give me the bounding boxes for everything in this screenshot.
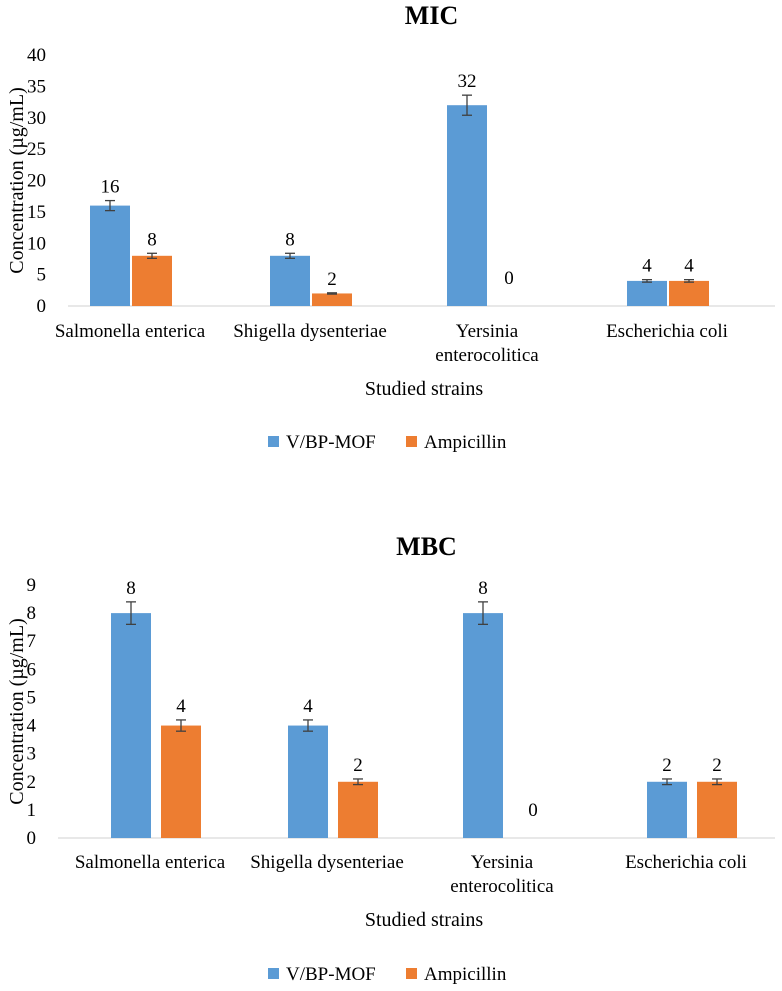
bar-ampicillin — [132, 255, 172, 306]
y-tick-label: 1 — [27, 800, 37, 821]
data-label: 0 — [504, 268, 514, 289]
data-label: 4 — [176, 696, 186, 717]
y-tick-label: 9 — [27, 575, 37, 596]
category-label: Yersinia enterocolitica — [435, 321, 539, 366]
bar-v-bp-mof — [111, 613, 151, 838]
data-label: 2 — [712, 755, 722, 776]
category-label: Escherichia coli — [606, 321, 728, 342]
y-tick-label: 10 — [27, 233, 46, 254]
y-tick-label: 35 — [27, 76, 46, 97]
data-label: 8 — [285, 229, 295, 250]
bar-ampicillin — [161, 725, 201, 838]
category-label: Salmonella enterica — [75, 852, 226, 873]
legend: V/BP-MOF Ampicillin — [268, 964, 507, 985]
data-label: 32 — [458, 71, 477, 92]
y-axis-title: Concentration (µg/mL) — [6, 87, 28, 273]
data-label: 2 — [353, 755, 363, 776]
data-label: 16 — [101, 177, 120, 198]
y-tick-label: 15 — [27, 202, 46, 223]
legend-swatch — [268, 968, 279, 979]
chart-title: MBC — [396, 532, 457, 561]
category-label: Yersinia enterocolitica — [450, 852, 554, 897]
chart-title: MIC — [405, 1, 458, 30]
category-label: Shigella dysenteriae — [233, 321, 387, 342]
y-tick-label: 0 — [37, 296, 47, 317]
bar-v-bp-mof — [447, 105, 487, 306]
y-tick-label: 7 — [27, 631, 37, 652]
y-tick-label: 4 — [27, 716, 37, 737]
y-axis-title: Concentration (µg/mL) — [6, 618, 28, 804]
y-tick-label: 30 — [27, 108, 46, 129]
x-axis-title: Studied strains — [365, 378, 484, 400]
y-tick-label: 40 — [27, 45, 46, 66]
bar-v-bp-mof — [270, 255, 310, 306]
y-tick-label: 3 — [27, 744, 37, 765]
bar-ampicillin — [312, 293, 352, 306]
data-label: 8 — [478, 578, 488, 599]
bar-ampicillin — [669, 280, 709, 306]
y-tick-label: 20 — [27, 171, 46, 192]
legend-label: V/BP-MOF — [286, 432, 376, 453]
data-label: 4 — [642, 256, 652, 277]
data-label: 4 — [303, 696, 313, 717]
category-label: Escherichia coli — [625, 852, 747, 873]
y-tick-label: 0 — [27, 828, 37, 849]
data-label: 8 — [147, 229, 157, 250]
legend-label: Ampicillin — [424, 432, 507, 453]
bar-ampicillin — [338, 781, 378, 838]
y-tick-label: 5 — [27, 687, 37, 708]
y-tick-label: 2 — [27, 772, 37, 793]
data-label: 4 — [684, 256, 694, 277]
data-label: 8 — [126, 578, 136, 599]
data-label: 2 — [662, 755, 672, 776]
legend-label: V/BP-MOF — [286, 964, 376, 985]
legend-swatch — [406, 968, 417, 979]
bar-v-bp-mof — [627, 280, 667, 306]
legend-swatch — [406, 436, 417, 447]
legend-label: Ampicillin — [424, 964, 507, 985]
category-label: Shigella dysenteriae — [250, 852, 404, 873]
y-tick-label: 8 — [27, 603, 37, 624]
data-label: 0 — [528, 800, 538, 821]
category-label: Salmonella enterica — [55, 321, 206, 342]
x-axis-title: Studied strains — [365, 909, 484, 931]
y-tick-label: 6 — [27, 659, 37, 680]
bar-v-bp-mof — [463, 613, 503, 838]
data-label: 2 — [327, 269, 337, 290]
bar-v-bp-mof — [90, 205, 130, 306]
bar-v-bp-mof — [647, 781, 687, 838]
bar-v-bp-mof — [288, 725, 328, 838]
legend: V/BP-MOF Ampicillin — [268, 432, 507, 453]
y-tick-label: 25 — [27, 139, 46, 160]
bar-ampicillin — [697, 781, 737, 838]
y-tick-label: 5 — [37, 265, 47, 286]
legend-swatch — [268, 436, 279, 447]
